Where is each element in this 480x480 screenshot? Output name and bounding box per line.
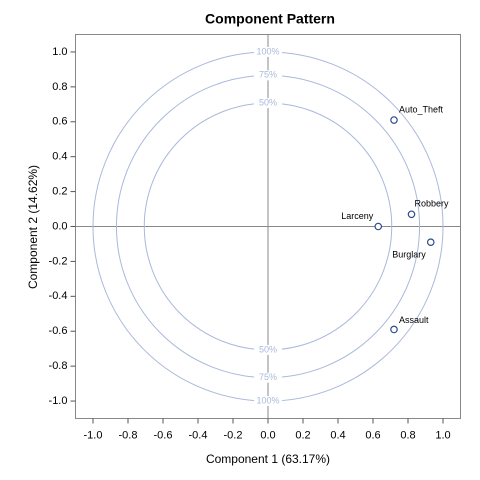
- point-label: Auto_Theft: [399, 104, 444, 114]
- x-tick-label: -0.8: [119, 429, 138, 441]
- x-tick-label: 0.8: [400, 429, 415, 441]
- y-axis-label: Component 2 (14.62%): [26, 165, 40, 289]
- y-tick-label: 1.0: [52, 46, 67, 58]
- x-tick-label: 0.2: [295, 429, 310, 441]
- x-tick-label: 1.0: [435, 429, 450, 441]
- y-tick-label: 0.4: [52, 151, 67, 163]
- point: [407, 210, 416, 219]
- point: [390, 116, 398, 124]
- point: [390, 325, 398, 334]
- y-tick-label: 0.0: [52, 220, 67, 232]
- y-tick-label: -0.2: [49, 255, 68, 267]
- point: [374, 222, 383, 231]
- circle-label: 50%: [259, 344, 277, 354]
- point: [426, 238, 435, 247]
- point-label: Assault: [399, 315, 429, 325]
- x-tick-label: -0.4: [189, 429, 208, 441]
- point-label: Larceny: [341, 211, 374, 221]
- circle-label: 50%: [259, 97, 277, 107]
- x-tick-label: 0.6: [365, 429, 380, 441]
- y-tick-label: 0.2: [52, 185, 67, 197]
- circle-label-bg: [254, 372, 282, 383]
- point-label: Burglary: [392, 250, 426, 260]
- circle-label: 75%: [259, 372, 277, 382]
- circle-label: 75%: [259, 70, 277, 80]
- x-tick-label: 0.4: [330, 429, 345, 441]
- point-label: Robbery: [415, 199, 450, 209]
- y-tick-label: 0.6: [52, 116, 67, 128]
- circle-label-bg: [254, 396, 282, 407]
- x-tick-label: -0.2: [224, 429, 243, 441]
- circle-label: 100%: [256, 395, 279, 405]
- y-tick-label: -0.8: [49, 360, 68, 372]
- circle-label-bg: [254, 98, 282, 109]
- chart-title: Component Pattern: [205, 11, 335, 27]
- y-tick-label: 0.8: [52, 81, 67, 93]
- x-tick-label: 0.0: [260, 429, 275, 441]
- circle-label-bg: [254, 70, 282, 81]
- y-tick-label: -0.6: [49, 325, 68, 337]
- y-tick-label: -0.4: [49, 290, 68, 302]
- circle-label-bg: [254, 46, 282, 57]
- x-tick-label: -1.0: [84, 429, 103, 441]
- circle-label-bg: [254, 344, 282, 355]
- x-tick-label: -0.6: [154, 429, 173, 441]
- x-axis-label: Component 1 (63.17%): [206, 452, 330, 466]
- y-tick-label: -1.0: [49, 395, 68, 407]
- circle-label: 100%: [256, 46, 279, 56]
